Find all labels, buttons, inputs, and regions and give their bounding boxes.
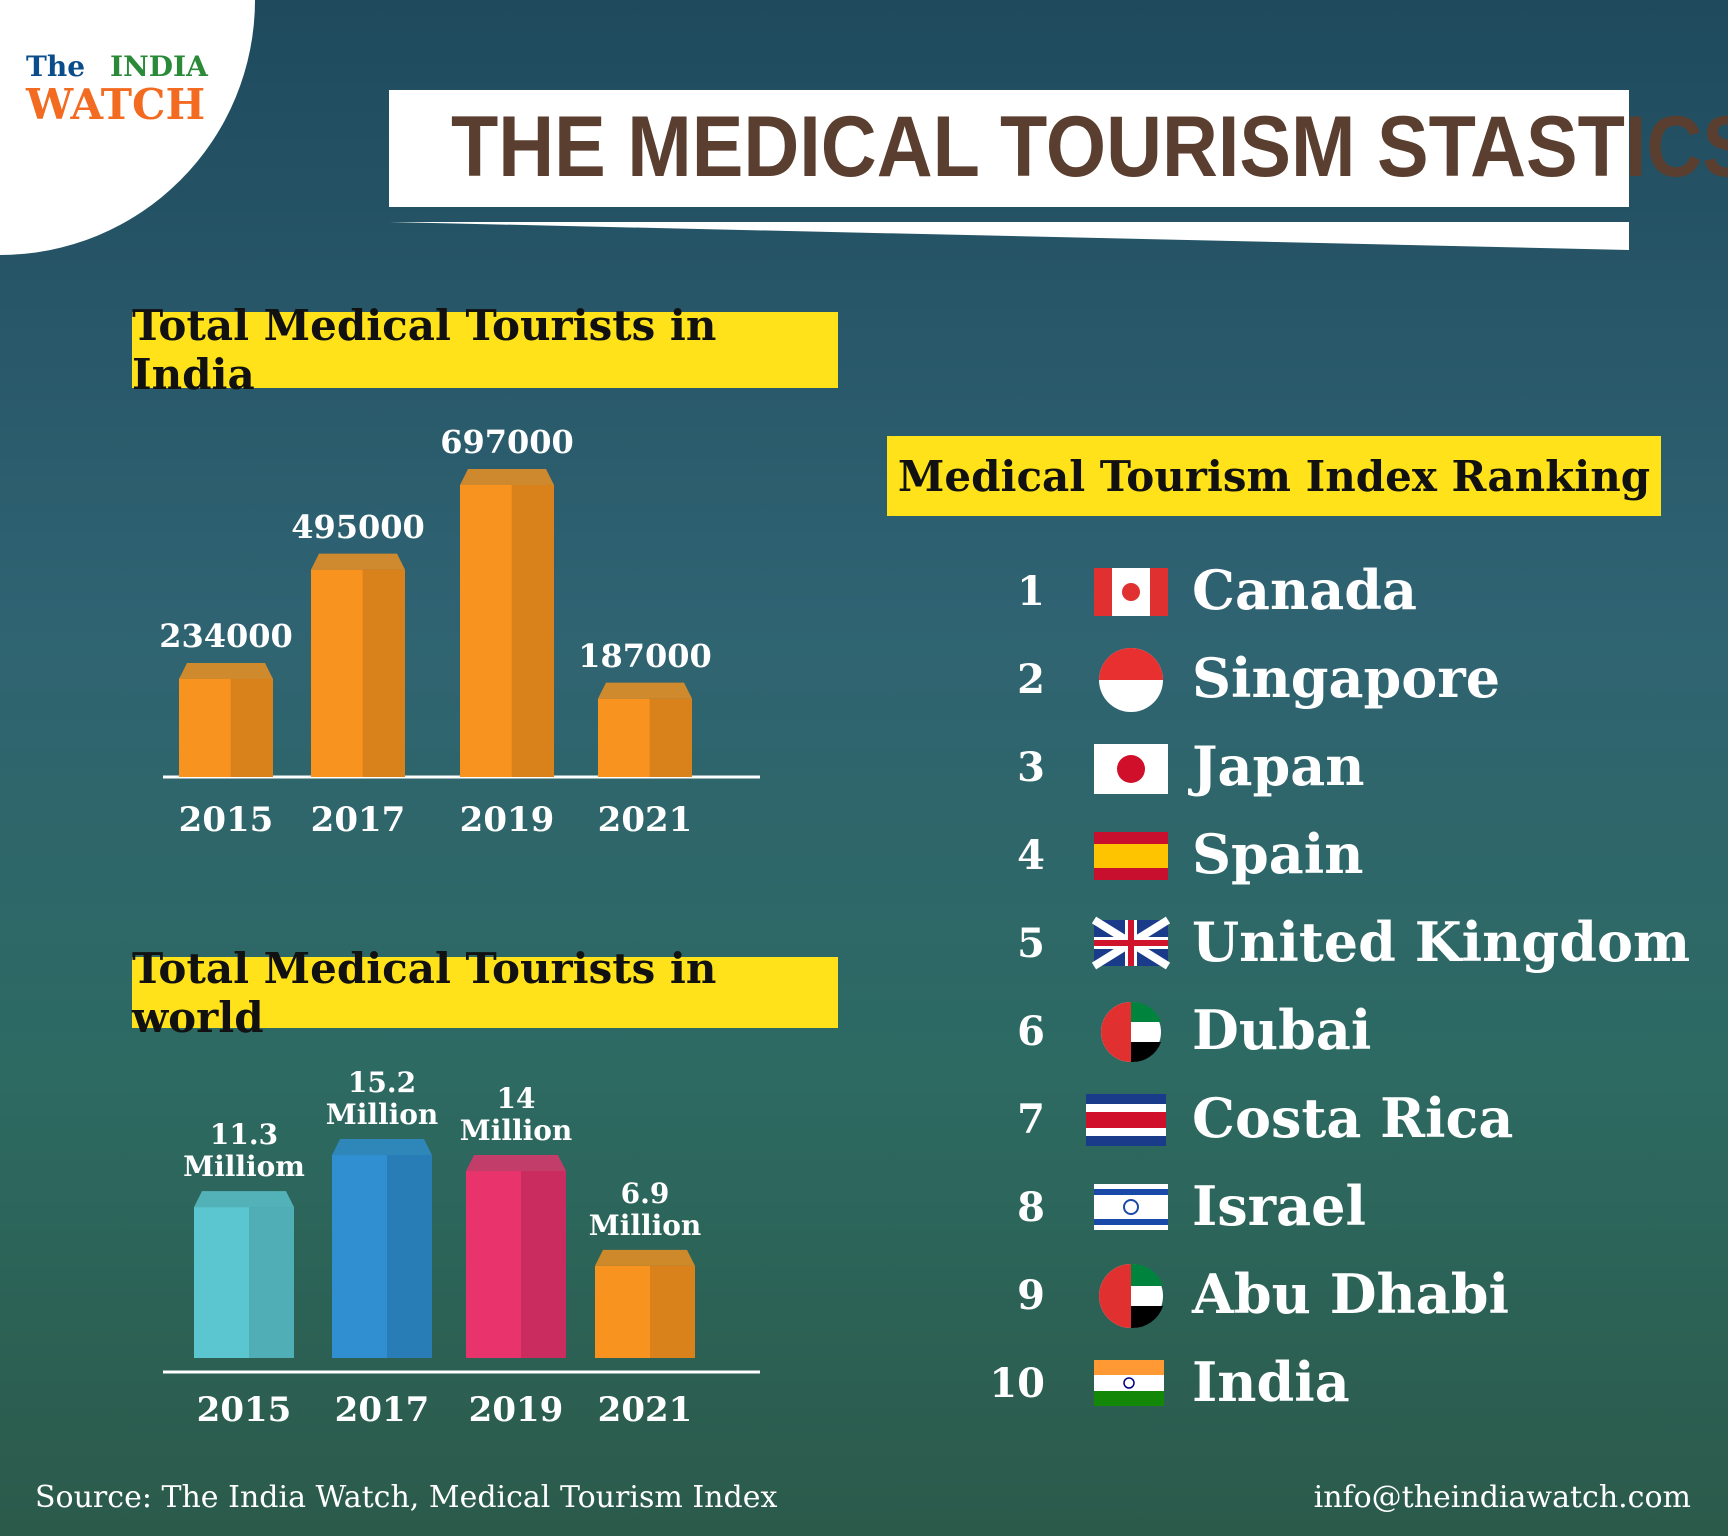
country-name: United Kingdom	[1192, 910, 1691, 974]
value-label: 187000	[578, 636, 712, 675]
title-box	[389, 90, 1629, 207]
bar	[332, 1155, 432, 1358]
country-name: Spain	[1192, 822, 1364, 886]
flag	[1094, 844, 1168, 868]
bar	[194, 1207, 294, 1358]
rank-number: 2	[1017, 656, 1045, 703]
flag	[1094, 1391, 1164, 1406]
bar-shade	[362, 569, 405, 777]
x-tick-label: 2015	[178, 800, 274, 840]
value-label: 15.2 Million	[325, 1066, 439, 1132]
bar	[598, 698, 692, 777]
country-name: Dubai	[1192, 998, 1372, 1062]
x-tick-label: 2021	[597, 1390, 693, 1430]
flag	[1094, 1360, 1164, 1375]
page-title: THE MEDICAL TOURISM STASTICS	[451, 99, 1728, 195]
logo-circle	[0, 0, 255, 255]
rank-number: 5	[1017, 920, 1045, 967]
bar-top	[595, 1249, 695, 1266]
rank-number: 9	[1017, 1272, 1045, 1319]
flag	[1123, 1377, 1135, 1389]
bar-top	[194, 1191, 294, 1208]
country-name: Japan	[1192, 734, 1365, 798]
bar	[466, 1171, 566, 1358]
value-label: 234000	[159, 616, 293, 655]
country-name: Singapore	[1192, 646, 1501, 710]
country-name: Abu Dhabi	[1192, 1262, 1510, 1326]
x-tick-label: 2019	[468, 1390, 564, 1430]
title-underline	[389, 222, 1629, 250]
value-label: 495000	[291, 507, 425, 546]
flag	[1101, 1002, 1131, 1062]
x-tick-label: 2015	[196, 1390, 292, 1430]
flag	[1094, 1219, 1168, 1225]
bar-top	[311, 553, 405, 570]
chart-title: Total Medical Tourists in India	[132, 301, 838, 399]
rank-number: 7	[1017, 1096, 1045, 1143]
flag	[1094, 1189, 1168, 1195]
flag	[1086, 1112, 1166, 1128]
bar	[460, 485, 554, 777]
bar	[595, 1265, 695, 1358]
bar-top	[332, 1139, 432, 1155]
country-name: Costa Rica	[1192, 1086, 1514, 1150]
bar-shade	[511, 485, 554, 777]
bar-top	[466, 1155, 566, 1172]
rank-number: 1	[1017, 568, 1045, 615]
flag	[1131, 1263, 1163, 1286]
x-tick-label: 2017	[310, 800, 406, 840]
bar	[311, 569, 405, 777]
value-label: 6.9 Million	[588, 1176, 702, 1243]
email: info@theindiawatch.com	[1313, 1480, 1691, 1515]
flag	[1150, 568, 1168, 616]
x-tick-label: 2017	[334, 1390, 430, 1430]
bar-shade	[521, 1171, 566, 1358]
bar-shade	[387, 1155, 432, 1358]
rank-number: 10	[989, 1360, 1045, 1407]
rank-number: 6	[1017, 1008, 1045, 1055]
flag	[1094, 568, 1112, 616]
value-label: 697000	[440, 423, 574, 461]
x-tick-label: 2019	[459, 800, 555, 840]
flag	[1131, 1042, 1161, 1063]
bar-top	[460, 469, 554, 485]
flag	[1131, 1306, 1163, 1329]
country-name: Canada	[1192, 558, 1417, 622]
bar-top	[179, 662, 273, 679]
x-tick-label: 2021	[597, 800, 693, 840]
country-name: Israel	[1192, 1174, 1366, 1238]
bar-shade	[649, 698, 692, 777]
flag	[1131, 1001, 1161, 1022]
value-label: 11.3 Milliom	[183, 1118, 305, 1184]
flag	[1099, 1264, 1131, 1328]
flag	[1117, 755, 1145, 783]
bar-shade	[249, 1207, 294, 1358]
ranking-title: Medical Tourism Index Ranking	[887, 436, 1661, 516]
bar	[179, 678, 273, 777]
logo-text: INDIA	[110, 50, 208, 83]
value-label: 14 Million	[459, 1082, 573, 1148]
country-name: India	[1192, 1350, 1350, 1414]
flag	[1123, 1199, 1139, 1215]
chart-title: Total Medical Tourists in world	[132, 944, 838, 1042]
rank-number: 4	[1017, 832, 1045, 879]
bar-shade	[650, 1265, 695, 1358]
logo-text: WATCH	[26, 80, 206, 129]
flag	[1094, 920, 1168, 966]
source: Source: The India Watch, Medical Tourism…	[35, 1480, 778, 1515]
logo-text: The	[26, 50, 86, 83]
bar-shade	[230, 678, 273, 777]
flag	[1099, 648, 1163, 680]
flag	[1122, 583, 1140, 601]
rank-number: 3	[1017, 744, 1045, 791]
bar-top	[598, 682, 692, 699]
rank-number: 8	[1017, 1184, 1045, 1231]
